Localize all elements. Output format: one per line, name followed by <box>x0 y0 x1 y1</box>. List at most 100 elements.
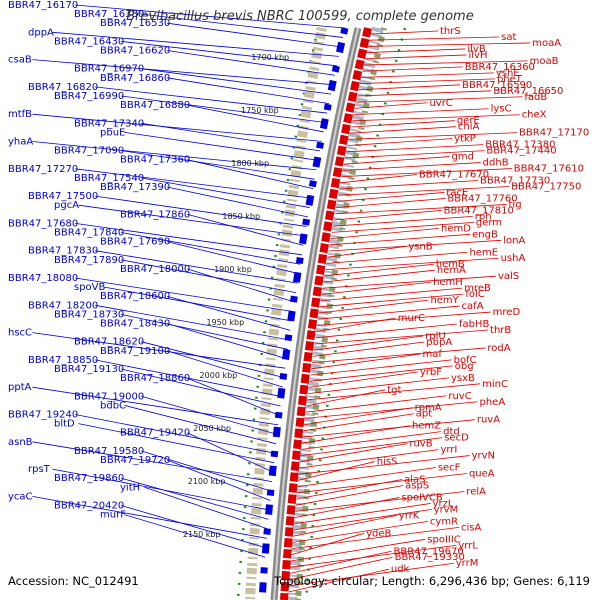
right-gene-label: yrvM <box>434 504 459 515</box>
right-gene-label: yrrL <box>458 540 478 551</box>
left-leader-line <box>120 505 267 549</box>
right-gene-label: yrrM <box>456 558 479 569</box>
feature-band-left <box>245 27 327 600</box>
right-leader-line <box>346 144 484 153</box>
right-leader-line <box>336 198 446 208</box>
left-leader-line <box>75 168 312 199</box>
right-leader-line <box>292 514 397 537</box>
left-gene-label: BBR47_19720 <box>100 455 170 466</box>
right-gene-label: rplU <box>425 331 446 342</box>
right-leader-line <box>332 215 473 227</box>
left-gene-label: pptA <box>8 382 32 393</box>
right-leader-line <box>300 443 408 463</box>
left-leader-line <box>78 204 305 237</box>
left-leader-line <box>167 186 309 218</box>
right-gene-label: murC <box>398 313 425 324</box>
left-gene-label: BBR47_17390 <box>100 182 170 193</box>
left-gene-label: BBR47_18730 <box>54 309 124 320</box>
right-gene-label: BBR47_17170 <box>519 128 589 139</box>
right-gene-label: bofC <box>454 355 477 366</box>
right-gene-label: rpmA <box>415 403 442 414</box>
right-leader-line <box>292 520 428 543</box>
left-gene-label: BBR47_17690 <box>100 237 170 248</box>
right-leader-line <box>294 503 431 525</box>
left-gene-label: BBR47_17830 <box>28 246 98 257</box>
right-leader-line <box>308 371 418 388</box>
right-gene-label: minC <box>482 379 508 390</box>
left-leader-line <box>95 195 307 227</box>
right-gene-label: hemB <box>436 259 465 270</box>
right-gene-label: pheT <box>497 74 523 85</box>
right-leader-line <box>347 138 453 146</box>
right-leader-line <box>322 275 496 289</box>
left-gene-label: BBR47_18620 <box>74 337 144 348</box>
left-gene-label: BBR47_17360 <box>120 155 190 166</box>
right-leader-line <box>352 114 520 122</box>
left-leader-line <box>121 95 326 123</box>
right-leader-line <box>348 132 518 140</box>
accession-label: Accession: NC_012491 <box>8 574 139 588</box>
left-gene-label: pbuE <box>100 127 125 138</box>
left-leader-line <box>95 304 290 341</box>
right-leader-line <box>307 383 481 401</box>
right-gene-label: hemA <box>437 265 466 276</box>
right-gene-label: ruvC <box>448 391 471 402</box>
forward-strand-genes <box>280 27 372 600</box>
right-gene-label: obg <box>455 361 474 372</box>
left-leader-line <box>32 332 286 369</box>
right-leader-line <box>338 186 510 196</box>
right-leader-lines <box>288 30 531 593</box>
right-leader-line <box>369 36 500 41</box>
right-gene-label: ilvH <box>468 50 487 61</box>
right-gene-label: uvrC <box>429 98 452 109</box>
left-gene-label: BBR47_18080 <box>8 273 78 284</box>
page-title: Brevibacillus brevis NBRC 100599, comple… <box>126 9 474 24</box>
right-leader-line <box>363 60 528 66</box>
right-gene-label: BBR47_17760 <box>447 193 517 204</box>
right-leader-line <box>327 245 407 258</box>
right-gene-label: mreD <box>493 307 521 318</box>
genome-summary: Topology: circular; Length: 6,296,436 bp… <box>274 574 590 588</box>
right-gene-label: BBR47_16650 <box>493 86 563 97</box>
left-gene-label: ycaC <box>8 491 33 502</box>
left-leader-line <box>124 132 319 161</box>
left-gene-labels: BBR47_16170BBR47_16380BBR47_16530dppABBR… <box>8 0 190 521</box>
right-gene-label: yrrI <box>440 445 457 456</box>
right-leader-line <box>333 210 442 221</box>
left-gene-label: BBR47_16430 <box>54 36 124 47</box>
right-leader-line <box>323 269 435 283</box>
left-gene-label: BBR47_19860 <box>54 473 124 484</box>
right-leader-line <box>354 102 428 109</box>
left-leader-line <box>186 268 295 303</box>
right-leader-line <box>328 239 502 252</box>
left-leader-line <box>186 377 280 416</box>
right-gene-label: valS <box>498 271 519 282</box>
right-leader-line <box>295 485 404 506</box>
right-leader-line <box>299 449 439 469</box>
right-leader-line <box>315 323 457 339</box>
right-leader-line <box>304 407 413 425</box>
right-leader-line <box>359 78 495 84</box>
right-gene-label: secF <box>438 463 461 474</box>
left-gene-label: BBR47_17540 <box>74 173 144 184</box>
right-leader-line <box>306 389 386 407</box>
right-gene-label: cymR <box>430 516 458 527</box>
left-leader-line <box>167 241 299 275</box>
left-gene-label: BBR47_17840 <box>54 228 124 239</box>
right-leader-line <box>310 359 452 376</box>
right-leader-line <box>325 257 499 270</box>
position-tick-label: 1900 kbp <box>214 265 252 274</box>
right-leader-line <box>309 365 453 382</box>
right-leader-line <box>294 497 400 518</box>
left-gene-label: BBR47_19130 <box>54 364 124 375</box>
left-gene-label: BBR47_16530 <box>100 18 170 29</box>
right-gene-label: ruvB <box>409 439 432 450</box>
right-leader-line <box>331 221 474 233</box>
left-gene-label: rpsT <box>28 464 51 475</box>
left-leader-line <box>32 386 279 426</box>
left-gene-label: BBR47_16970 <box>74 64 144 75</box>
left-gene-label: csaB <box>8 55 32 66</box>
left-gene-label: BBR47_18860 <box>120 373 190 384</box>
left-leader-line <box>75 4 346 29</box>
